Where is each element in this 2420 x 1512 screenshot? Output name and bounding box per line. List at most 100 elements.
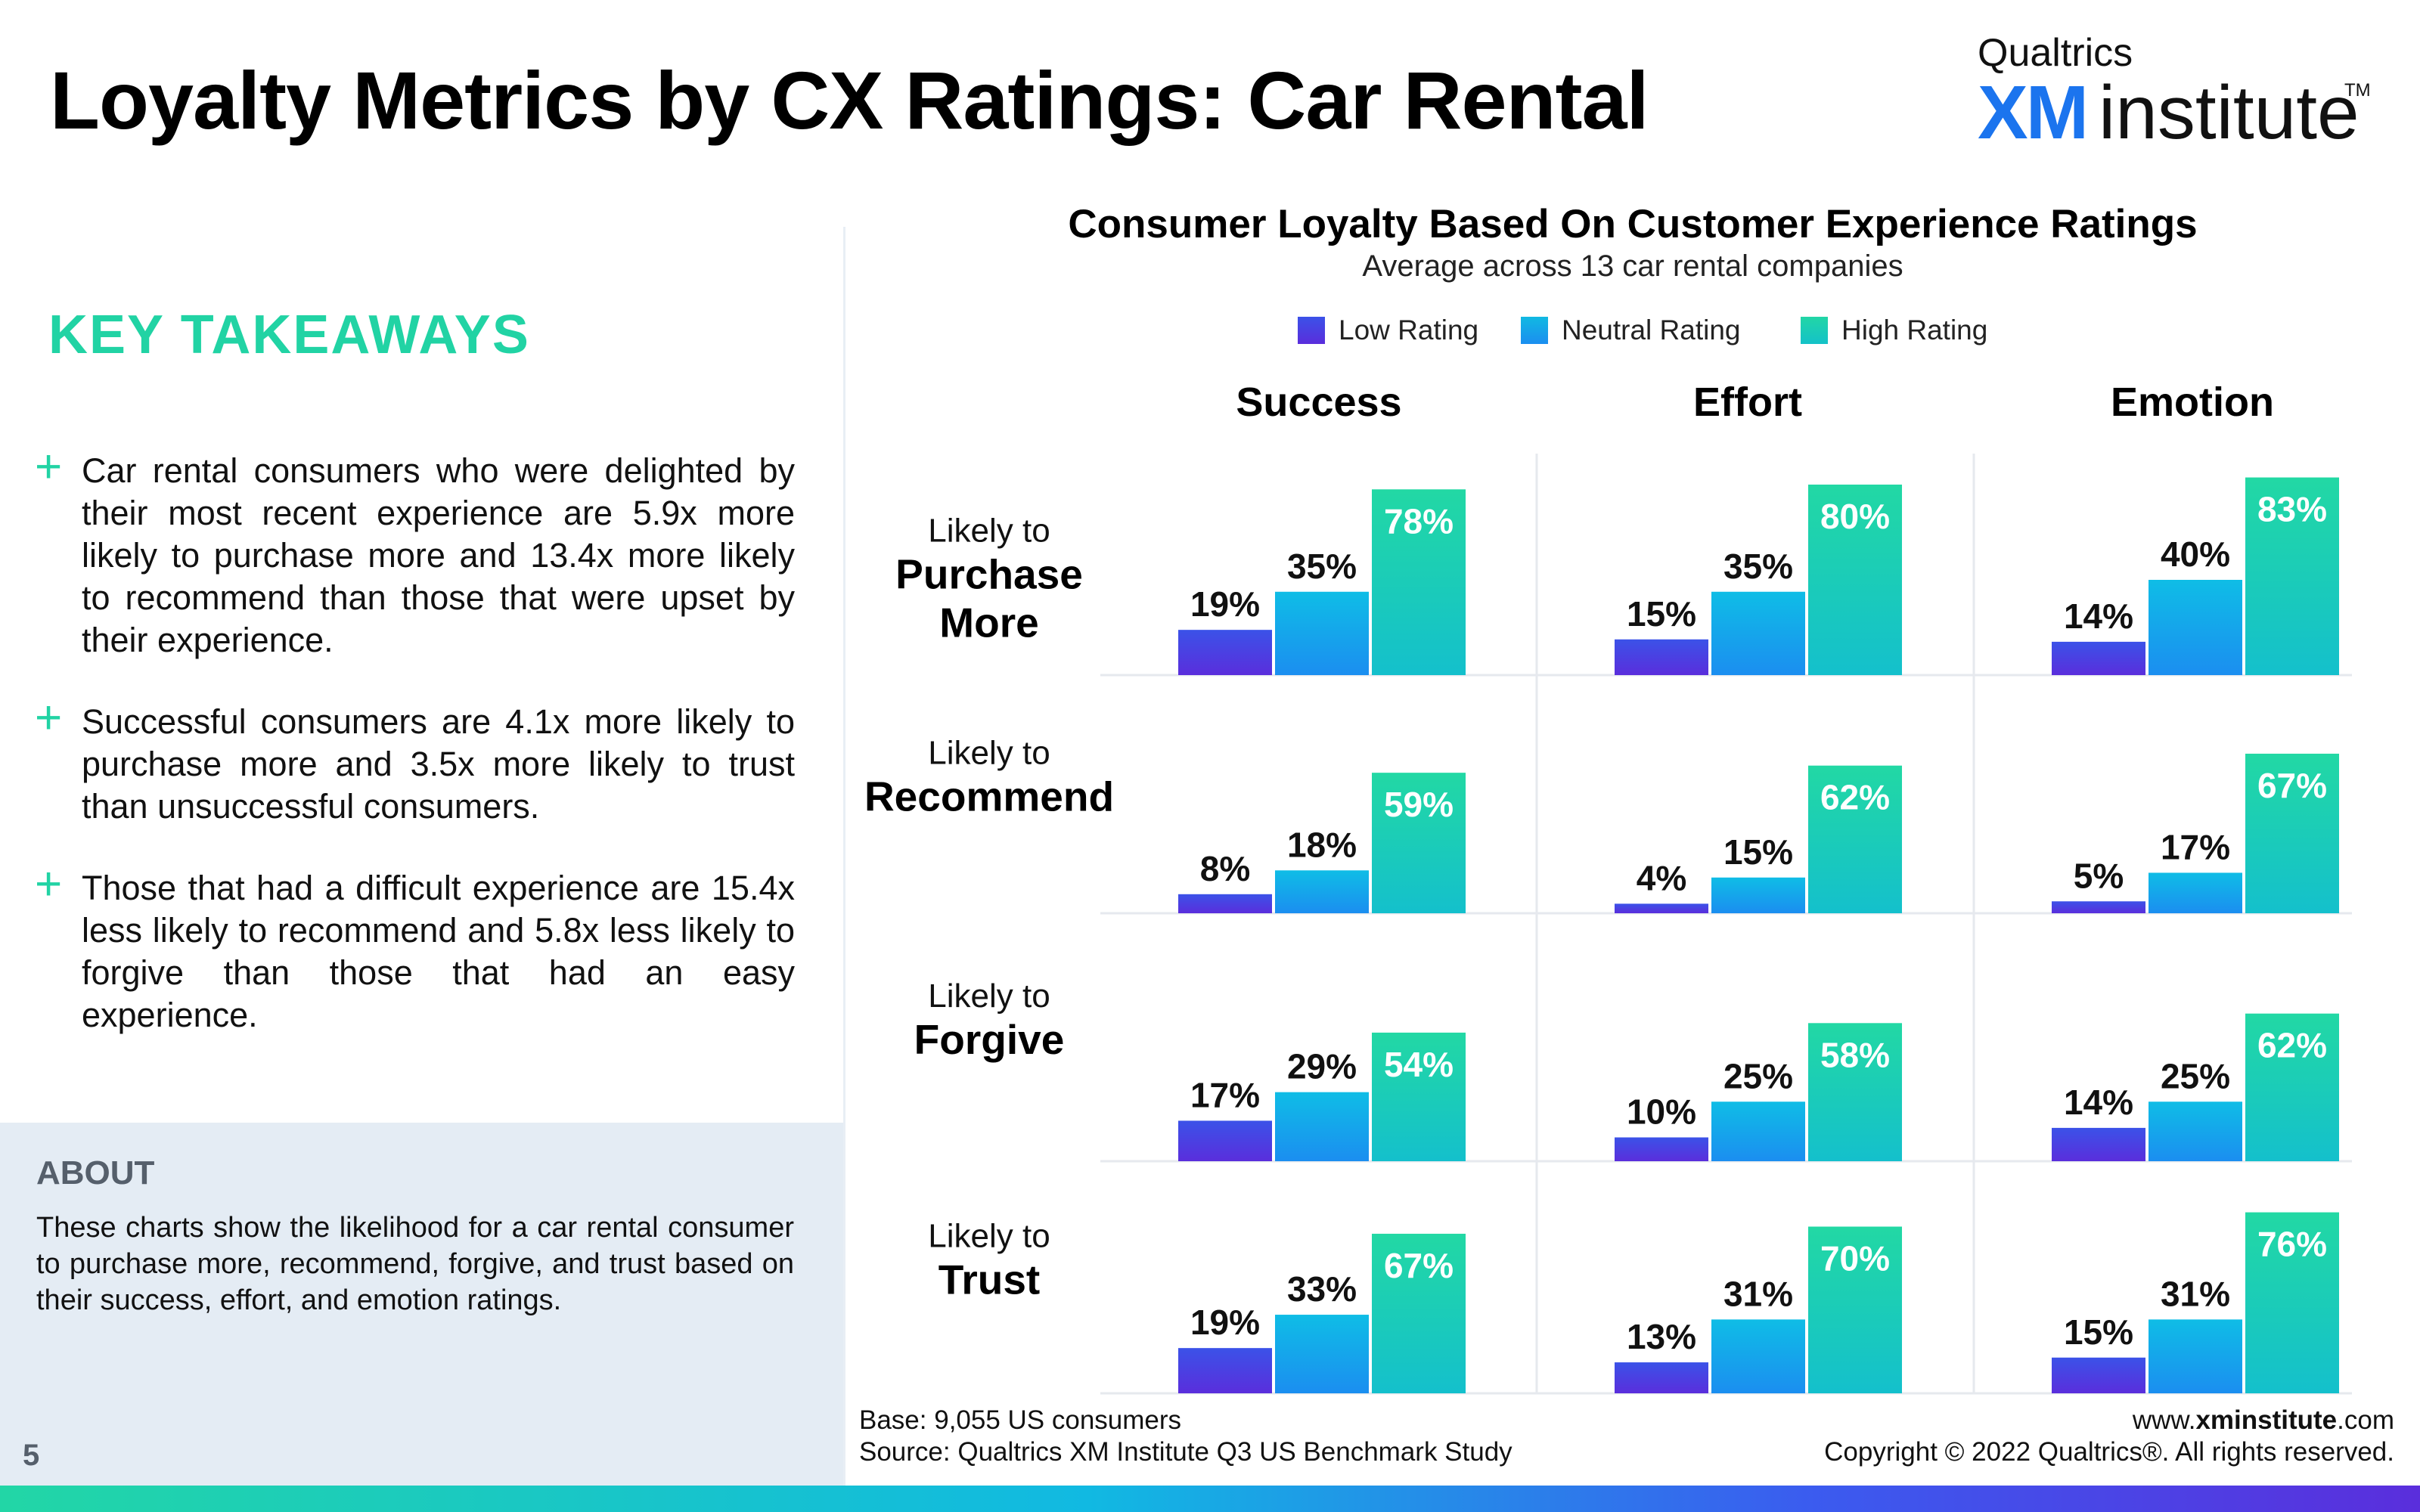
column-header: Success bbox=[1236, 380, 1401, 425]
bar bbox=[1178, 1348, 1272, 1393]
legend-label-high: High Rating bbox=[1841, 314, 1988, 345]
legend-swatch-neutral bbox=[1521, 317, 1548, 344]
legend-swatch-low bbox=[1298, 317, 1325, 344]
bar bbox=[2052, 1357, 2145, 1393]
data-label: 70% bbox=[1820, 1239, 1890, 1278]
data-label: 4% bbox=[1637, 858, 1686, 897]
data-label: 8% bbox=[1200, 849, 1250, 888]
data-label: 15% bbox=[1723, 832, 1793, 872]
data-label: 67% bbox=[2257, 766, 2327, 805]
data-label: 17% bbox=[2161, 827, 2230, 866]
logo-top-text: Qualtrics bbox=[1978, 31, 2133, 75]
bar bbox=[1178, 1120, 1272, 1161]
row-label-prefix: Likely to bbox=[928, 513, 1050, 550]
data-label: 13% bbox=[1627, 1317, 1696, 1356]
about-panel: ABOUT These charts show the likelihood f… bbox=[0, 1123, 843, 1486]
row-label-prefix: Likely to bbox=[928, 1218, 1050, 1255]
logo-trademark: TM bbox=[2344, 80, 2371, 101]
column-header: Effort bbox=[1693, 380, 1802, 425]
data-label: 31% bbox=[1723, 1274, 1793, 1313]
takeaway-item: + Car rental consumers who were delighte… bbox=[35, 444, 795, 662]
takeaway-text: Successful consumers are 4.1x more likel… bbox=[82, 702, 795, 826]
data-label: 83% bbox=[2257, 490, 2327, 529]
takeaway-text: Those that had a difficult experience ar… bbox=[82, 869, 795, 1034]
plus-icon: + bbox=[35, 858, 63, 910]
takeaway-text: Car rental consumers who were delighted … bbox=[82, 451, 795, 659]
takeaway-item: + Those that had a difficult experience … bbox=[35, 861, 795, 1036]
footer-copyright: Copyright © 2022 Qualtrics®. All rights … bbox=[1824, 1437, 2394, 1467]
bar bbox=[1808, 485, 1902, 675]
bar bbox=[2149, 580, 2242, 675]
data-label: 14% bbox=[2064, 596, 2133, 636]
about-text: These charts show the likelihood for a c… bbox=[36, 1212, 794, 1316]
bar bbox=[2052, 1127, 2145, 1161]
data-label: 62% bbox=[2257, 1026, 2327, 1065]
data-label: 25% bbox=[2161, 1056, 2230, 1095]
bar bbox=[1372, 489, 1466, 675]
bar bbox=[1711, 591, 1805, 675]
bar bbox=[1808, 765, 1902, 913]
about-heading: ABOUT bbox=[36, 1154, 155, 1191]
footer-notes: Base: 9,055 US consumers Source: Qualtri… bbox=[859, 1405, 1512, 1468]
row-label-prefix: Likely to bbox=[928, 978, 1050, 1015]
bar bbox=[1372, 1032, 1466, 1161]
row-label: Trust bbox=[939, 1256, 1040, 1303]
row-label: Recommend bbox=[864, 773, 1114, 820]
logo-institute-text: institute bbox=[2099, 70, 2360, 155]
row-label: Forgive bbox=[914, 1016, 1065, 1063]
data-label: 58% bbox=[1820, 1035, 1890, 1074]
data-label: 10% bbox=[1627, 1092, 1696, 1132]
data-label: 15% bbox=[1627, 594, 1696, 634]
footer-url-prefix: www. bbox=[2132, 1405, 2196, 1435]
bar bbox=[1275, 870, 1369, 913]
footer-url-domain: xminstitute bbox=[2195, 1405, 2338, 1435]
footer-base: Base: 9,055 US consumers bbox=[859, 1405, 1182, 1435]
plus-icon: + bbox=[35, 692, 63, 744]
bar bbox=[2052, 901, 2145, 913]
data-label: 19% bbox=[1190, 1303, 1260, 1342]
legend-label-neutral: Neutral Rating bbox=[1562, 314, 1741, 345]
bar bbox=[1178, 630, 1272, 675]
row-label: More bbox=[939, 600, 1038, 646]
data-label: 78% bbox=[1384, 501, 1454, 541]
legend-label-low: Low Rating bbox=[1339, 314, 1479, 345]
data-label: 31% bbox=[2161, 1274, 2230, 1313]
bar bbox=[1615, 903, 1708, 913]
bar bbox=[2149, 1101, 2242, 1161]
footer-credits: www.xminstitute.com Copyright © 2022 Qua… bbox=[1824, 1405, 2394, 1468]
data-label: 59% bbox=[1384, 785, 1454, 824]
bar bbox=[1711, 1319, 1805, 1393]
bar bbox=[2245, 753, 2339, 913]
bar bbox=[1275, 1092, 1369, 1161]
data-label: 14% bbox=[2064, 1083, 2133, 1122]
bar bbox=[1711, 877, 1805, 913]
bar bbox=[1275, 1315, 1369, 1393]
row-label-prefix: Likely to bbox=[928, 735, 1050, 772]
column-header: Emotion bbox=[2111, 380, 2274, 425]
bar bbox=[2149, 872, 2242, 913]
data-label: 25% bbox=[1723, 1056, 1793, 1095]
data-label: 18% bbox=[1287, 825, 1357, 864]
data-label: 54% bbox=[1384, 1045, 1454, 1084]
key-takeaways-heading: KEY TAKEAWAYS bbox=[48, 305, 530, 365]
logo-xm-mark: XM bbox=[1978, 70, 2089, 155]
bar bbox=[1178, 894, 1272, 913]
bar bbox=[2052, 641, 2145, 675]
data-label: 33% bbox=[1287, 1269, 1357, 1309]
data-label: 76% bbox=[2257, 1225, 2327, 1264]
page-number: 5 bbox=[23, 1439, 40, 1472]
bottom-gradient-bar bbox=[0, 1486, 2420, 1512]
footer-url-suffix: .com bbox=[2337, 1405, 2394, 1435]
bar bbox=[2245, 1013, 2339, 1161]
bar bbox=[1615, 1137, 1708, 1161]
data-label: 5% bbox=[2074, 856, 2124, 895]
bar bbox=[1808, 1226, 1902, 1393]
chart-title: Consumer Loyalty Based On Customer Exper… bbox=[1068, 202, 2198, 246]
qualtrics-xm-institute-logo: Qualtrics XM institute TM bbox=[1978, 30, 2371, 155]
data-label: 80% bbox=[1820, 497, 1890, 536]
footer-url[interactable]: www.xminstitute.com bbox=[1824, 1405, 2394, 1436]
bar bbox=[1372, 1233, 1466, 1393]
legend-swatch-high bbox=[1801, 317, 1828, 344]
row-label: Purchase bbox=[895, 551, 1083, 598]
bar bbox=[1615, 1362, 1708, 1393]
